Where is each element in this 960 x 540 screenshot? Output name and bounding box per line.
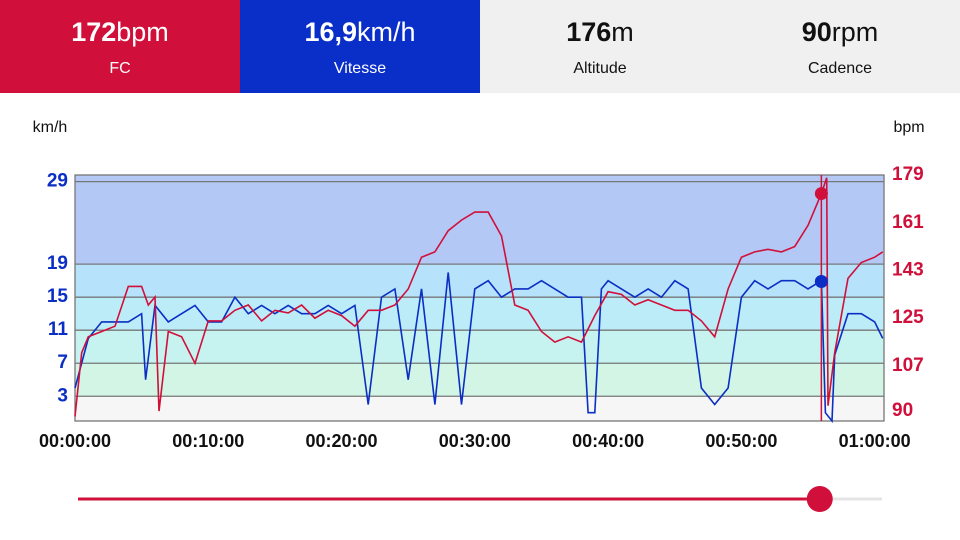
y-tick-label: 7: [57, 352, 68, 373]
zone-band: [75, 396, 884, 421]
tile[interactable]: 90rpm Cadence: [720, 0, 960, 93]
x-tick-label: 00:30:00: [439, 431, 511, 451]
y-tick-label: 19: [47, 253, 68, 274]
series-line: [74, 177, 884, 417]
value: 172: [71, 17, 117, 47]
y-tick-label: 11: [48, 319, 69, 340]
x-tick-label: 00:00:00: [39, 431, 111, 451]
plot-border: [74, 174, 885, 422]
y-tick-label: 15: [47, 286, 69, 307]
y-tick-label: 29: [47, 171, 68, 192]
value: 176: [566, 17, 612, 47]
zone-band: [75, 297, 884, 331]
unit: bpm: [116, 17, 169, 47]
zone-band: [75, 330, 884, 364]
tile[interactable]: 176m Altitude: [480, 0, 720, 93]
zone-band: [75, 175, 884, 265]
x-tick-label: 00:50:00: [705, 431, 777, 451]
cursor-dot: [814, 274, 828, 288]
y-tick-label: 3: [57, 385, 68, 406]
label: FC: [109, 60, 131, 77]
label: Cadence: [807, 60, 873, 77]
y-axis-label: km/h: [33, 119, 68, 136]
x-tick-label: 00:10:00: [172, 431, 244, 451]
zone-band: [75, 264, 884, 298]
unit: km/h: [357, 17, 416, 47]
tile[interactable]: 16,9km/h Vitesse: [240, 0, 480, 93]
unit: rpm: [831, 17, 879, 47]
y2-axis-label: bpm: [893, 119, 924, 136]
y2-tick-label: 107: [892, 355, 924, 376]
slider-knob[interactable]: [806, 486, 833, 512]
y2-tick-label: 90: [892, 400, 913, 421]
x-tick-label: 00:20:00: [306, 431, 378, 451]
chart: km/h bpm 3 7 11 15 19 29 90 107 125 143 161 179 00:0…: [33, 119, 925, 512]
unit: m: [611, 17, 634, 47]
y2-tick-label: 179: [892, 164, 924, 185]
tile[interactable]: 172bpm FC: [0, 0, 240, 93]
y2-tick-label: 125: [892, 307, 924, 328]
y2-tick-label: 143: [892, 259, 924, 280]
y2-tick-label: 161: [892, 212, 924, 233]
zone-band: [75, 363, 884, 397]
x-tick-label: 00:40:00: [572, 431, 644, 451]
x-tick-label: 01:00:00: [839, 431, 911, 451]
label: Altitude: [573, 60, 627, 77]
label: Vitesse: [333, 60, 387, 77]
value: 90: [801, 17, 832, 47]
cursor-dot: [814, 187, 828, 201]
value: 16,9: [304, 17, 358, 47]
header: 172bpm FC 16,9km/h Vitesse 176m Altitude 90…: [0, 0, 960, 93]
